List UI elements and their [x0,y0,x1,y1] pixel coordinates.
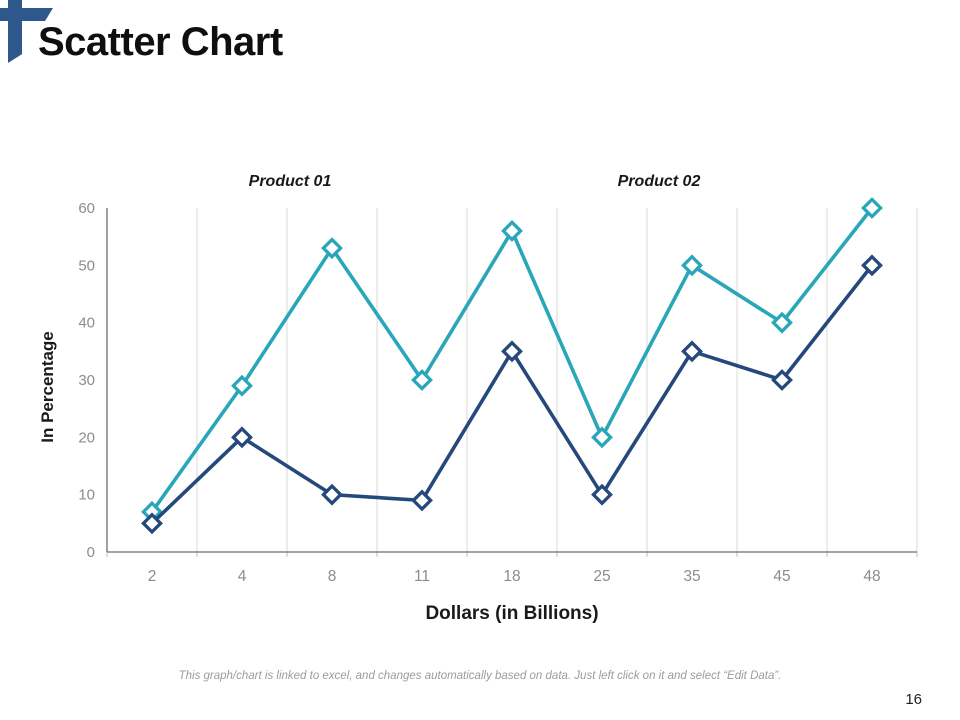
series-marker-2 [321,483,343,506]
x-tick-label: 35 [683,568,700,585]
x-tick-label: 8 [328,568,337,585]
series-marker-2 [681,340,703,363]
series-marker-2 [141,512,163,535]
x-tick-label: 2 [148,568,157,585]
y-tick-label: 0 [87,544,95,561]
footer-note: This graph/chart is linked to excel, and… [178,670,782,682]
series-marker-2 [771,369,793,391]
series-marker-2 [591,483,613,506]
legend-product-01: Product 01 [248,173,332,190]
legend-product-02: Product 02 [617,173,701,190]
y-tick-label: 20 [78,429,95,446]
series-line-2 [150,264,874,525]
x-tick-label: 11 [414,568,430,585]
y-tick-label: 40 [78,315,95,332]
y-tick-label: 50 [78,257,95,274]
series-marker-2 [501,340,523,363]
series-marker-2 [861,254,883,277]
series-marker-1 [501,219,523,242]
cross-horizontal-bar-icon [0,8,53,21]
x-tick-label: 45 [773,568,790,585]
series-marker-1 [231,374,253,397]
series-marker-2 [231,426,253,449]
x-axis-title: Dollars (in Billions) [425,603,599,624]
y-tick-label: 10 [78,487,95,504]
x-tick-label: 18 [503,568,520,585]
x-tick-label: 25 [593,568,610,585]
x-tick-label: 48 [863,568,880,585]
slide-title: Scatter Chart [38,20,283,64]
y-tick-label: 60 [78,200,95,217]
y-tick-label: 30 [78,372,95,389]
page-number: 16 [905,691,922,708]
series-marker-1 [321,237,343,260]
series-marker-1 [591,426,613,449]
x-tick-label: 4 [238,568,247,585]
series-marker-1 [681,254,703,277]
series-marker-1 [411,369,433,391]
series-marker-2 [411,489,433,512]
series-marker-1 [771,311,793,334]
series-marker-1 [861,197,883,219]
